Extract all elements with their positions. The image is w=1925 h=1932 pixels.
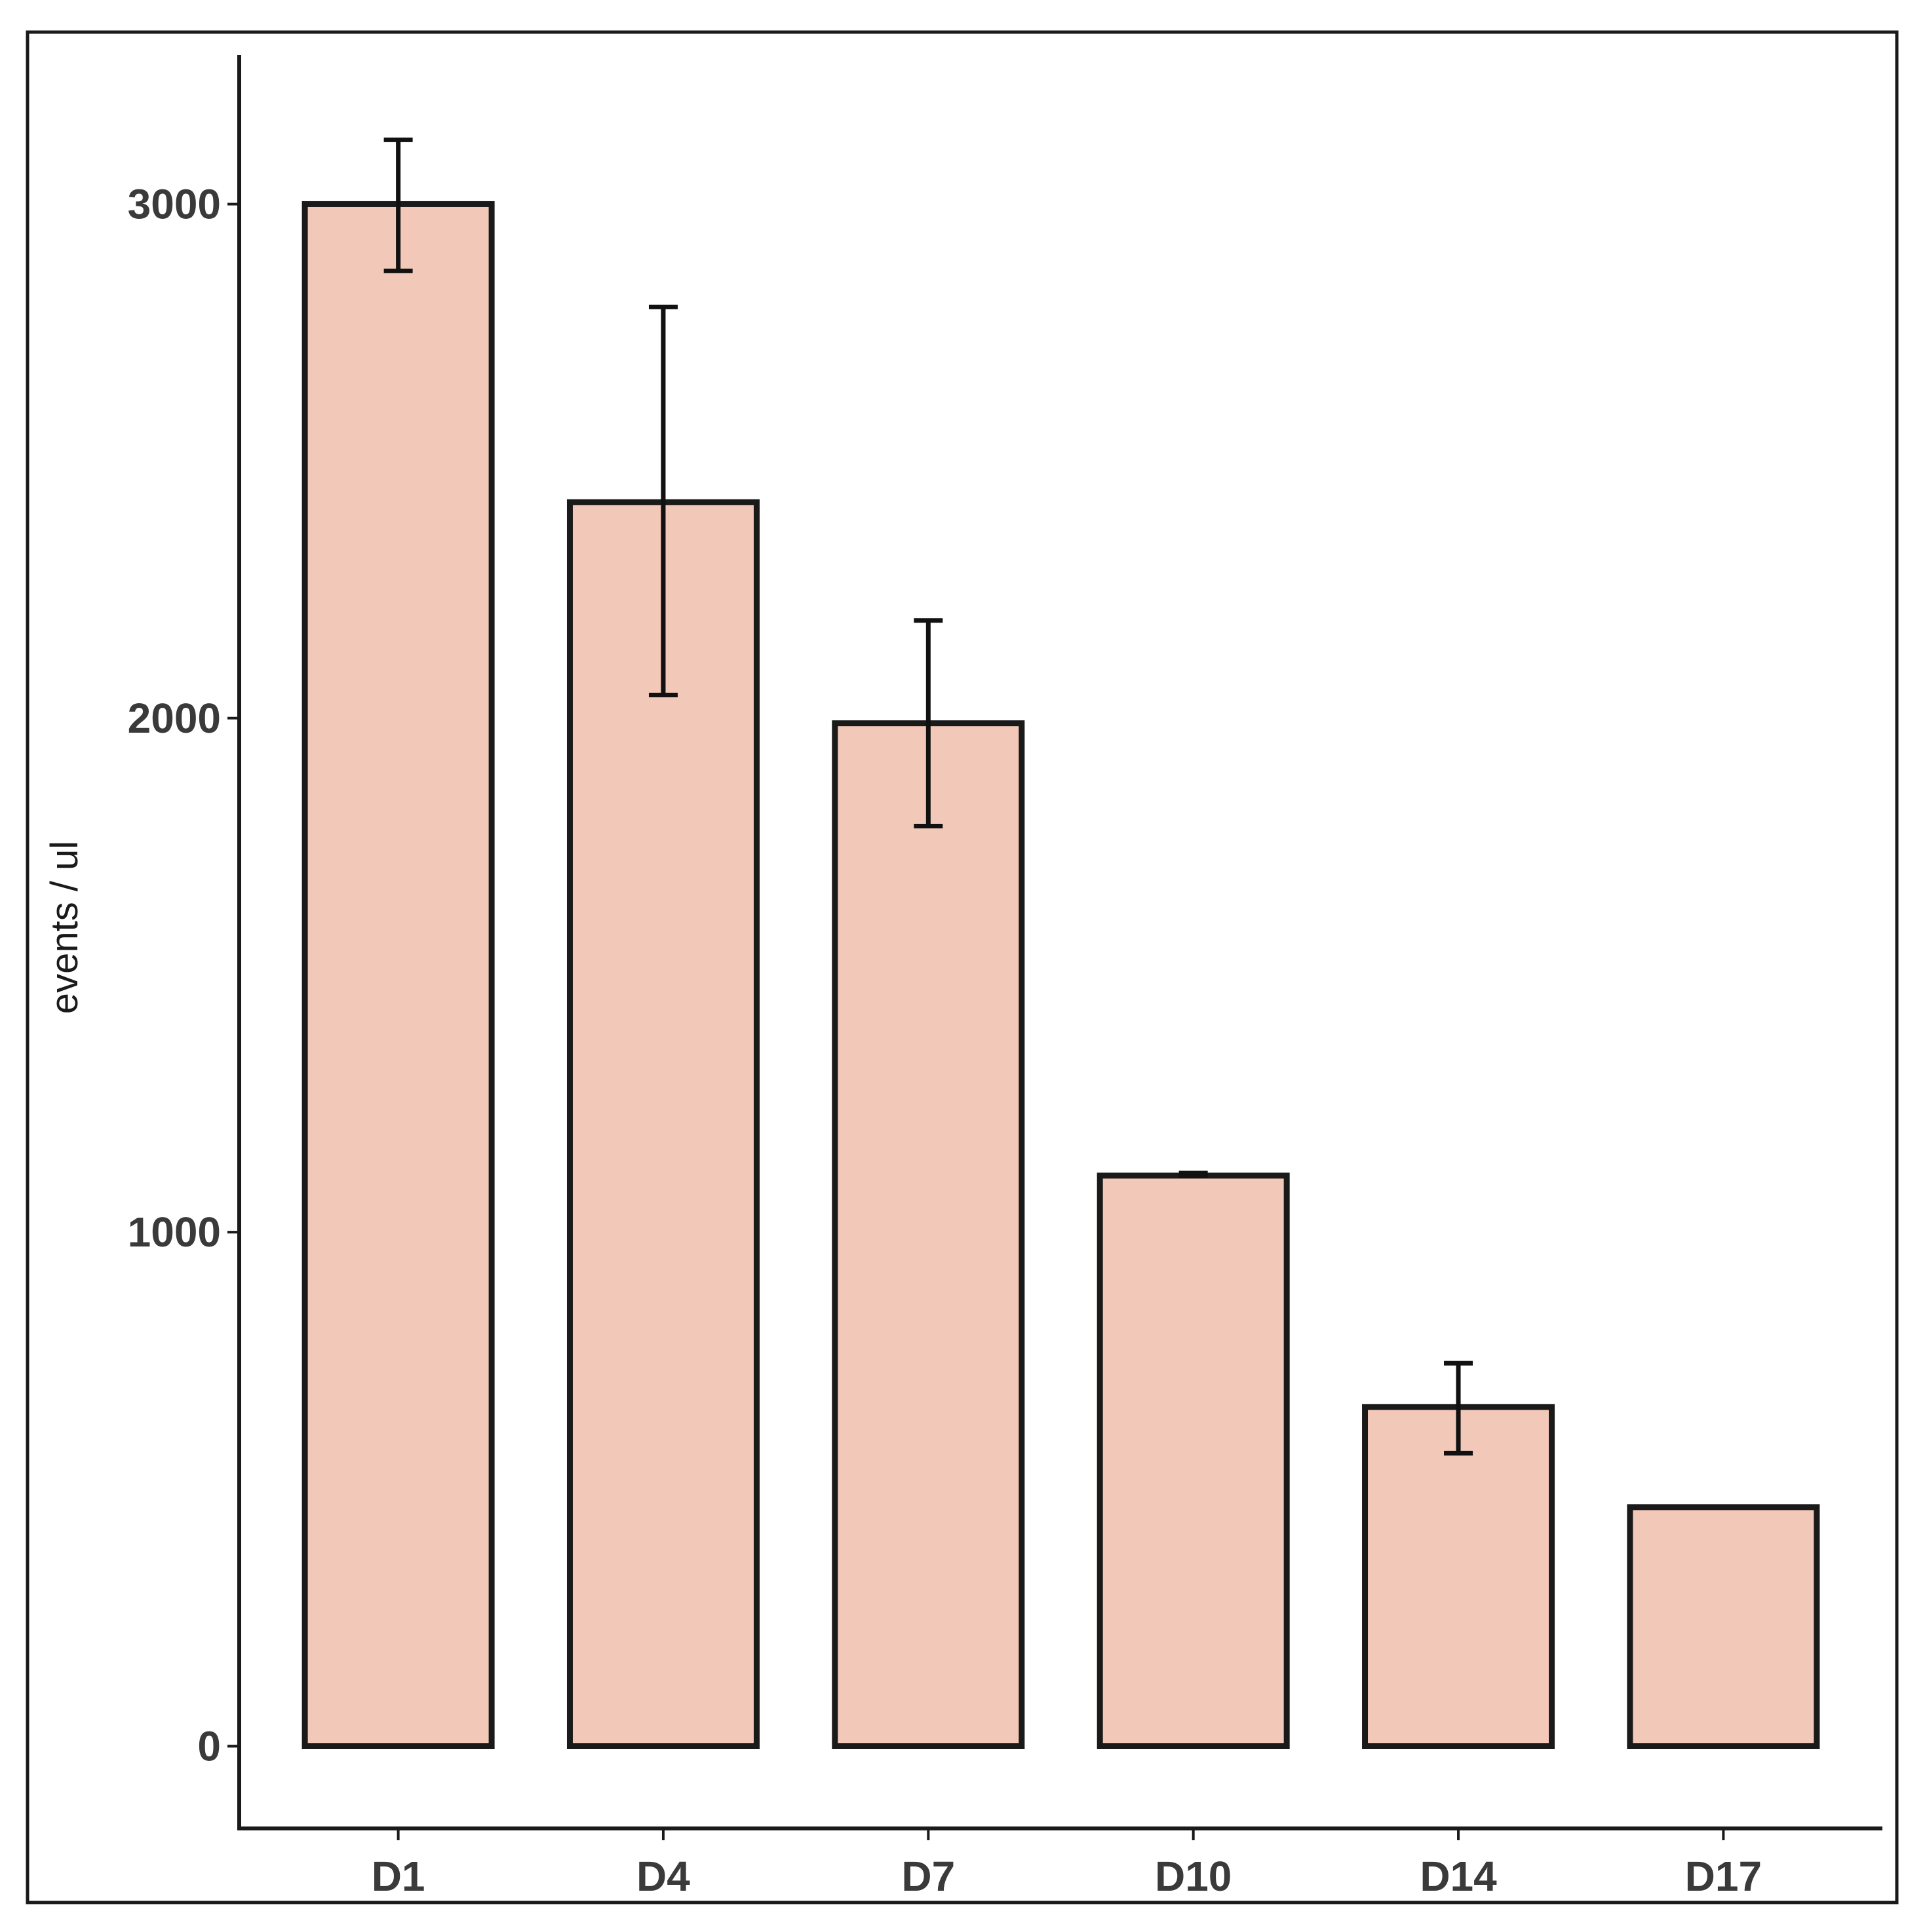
error-bar-d1: [383, 137, 413, 273]
bar-d7: [832, 720, 1025, 1750]
y-tick-label: 0: [197, 1723, 221, 1770]
x-tick-label-d14: D14: [1420, 1853, 1497, 1900]
x-tick-label-d17: D17: [1685, 1853, 1762, 1900]
bar-d17: [1627, 1504, 1820, 1750]
error-bar-d14: [1444, 1361, 1473, 1456]
error-bar-d10: [1178, 1170, 1208, 1178]
y-axis-ticks: 0 1000 2000 3000: [128, 180, 239, 1770]
bar-d1: [301, 201, 495, 1750]
y-tick-label: 1000: [128, 1208, 221, 1256]
error-bar-d7: [914, 618, 943, 829]
bar-d10: [1097, 1172, 1290, 1750]
y-axis-title: events / ul: [43, 841, 86, 1014]
y-tick-label: 3000: [128, 180, 221, 227]
y-tick-label: 2000: [128, 695, 221, 742]
x-tick-label-d4: D4: [636, 1853, 690, 1900]
error-bars: [383, 137, 1473, 1456]
x-tick-label-d1: D1: [372, 1853, 425, 1900]
x-axis-ticks: D1 D4 D7 D10 D14 D17: [372, 1828, 1762, 1900]
x-tick-label-d10: D10: [1155, 1853, 1232, 1900]
error-bar-d4: [648, 304, 678, 698]
x-tick-label-d7: D7: [901, 1853, 955, 1900]
bar-d14: [1362, 1404, 1555, 1750]
